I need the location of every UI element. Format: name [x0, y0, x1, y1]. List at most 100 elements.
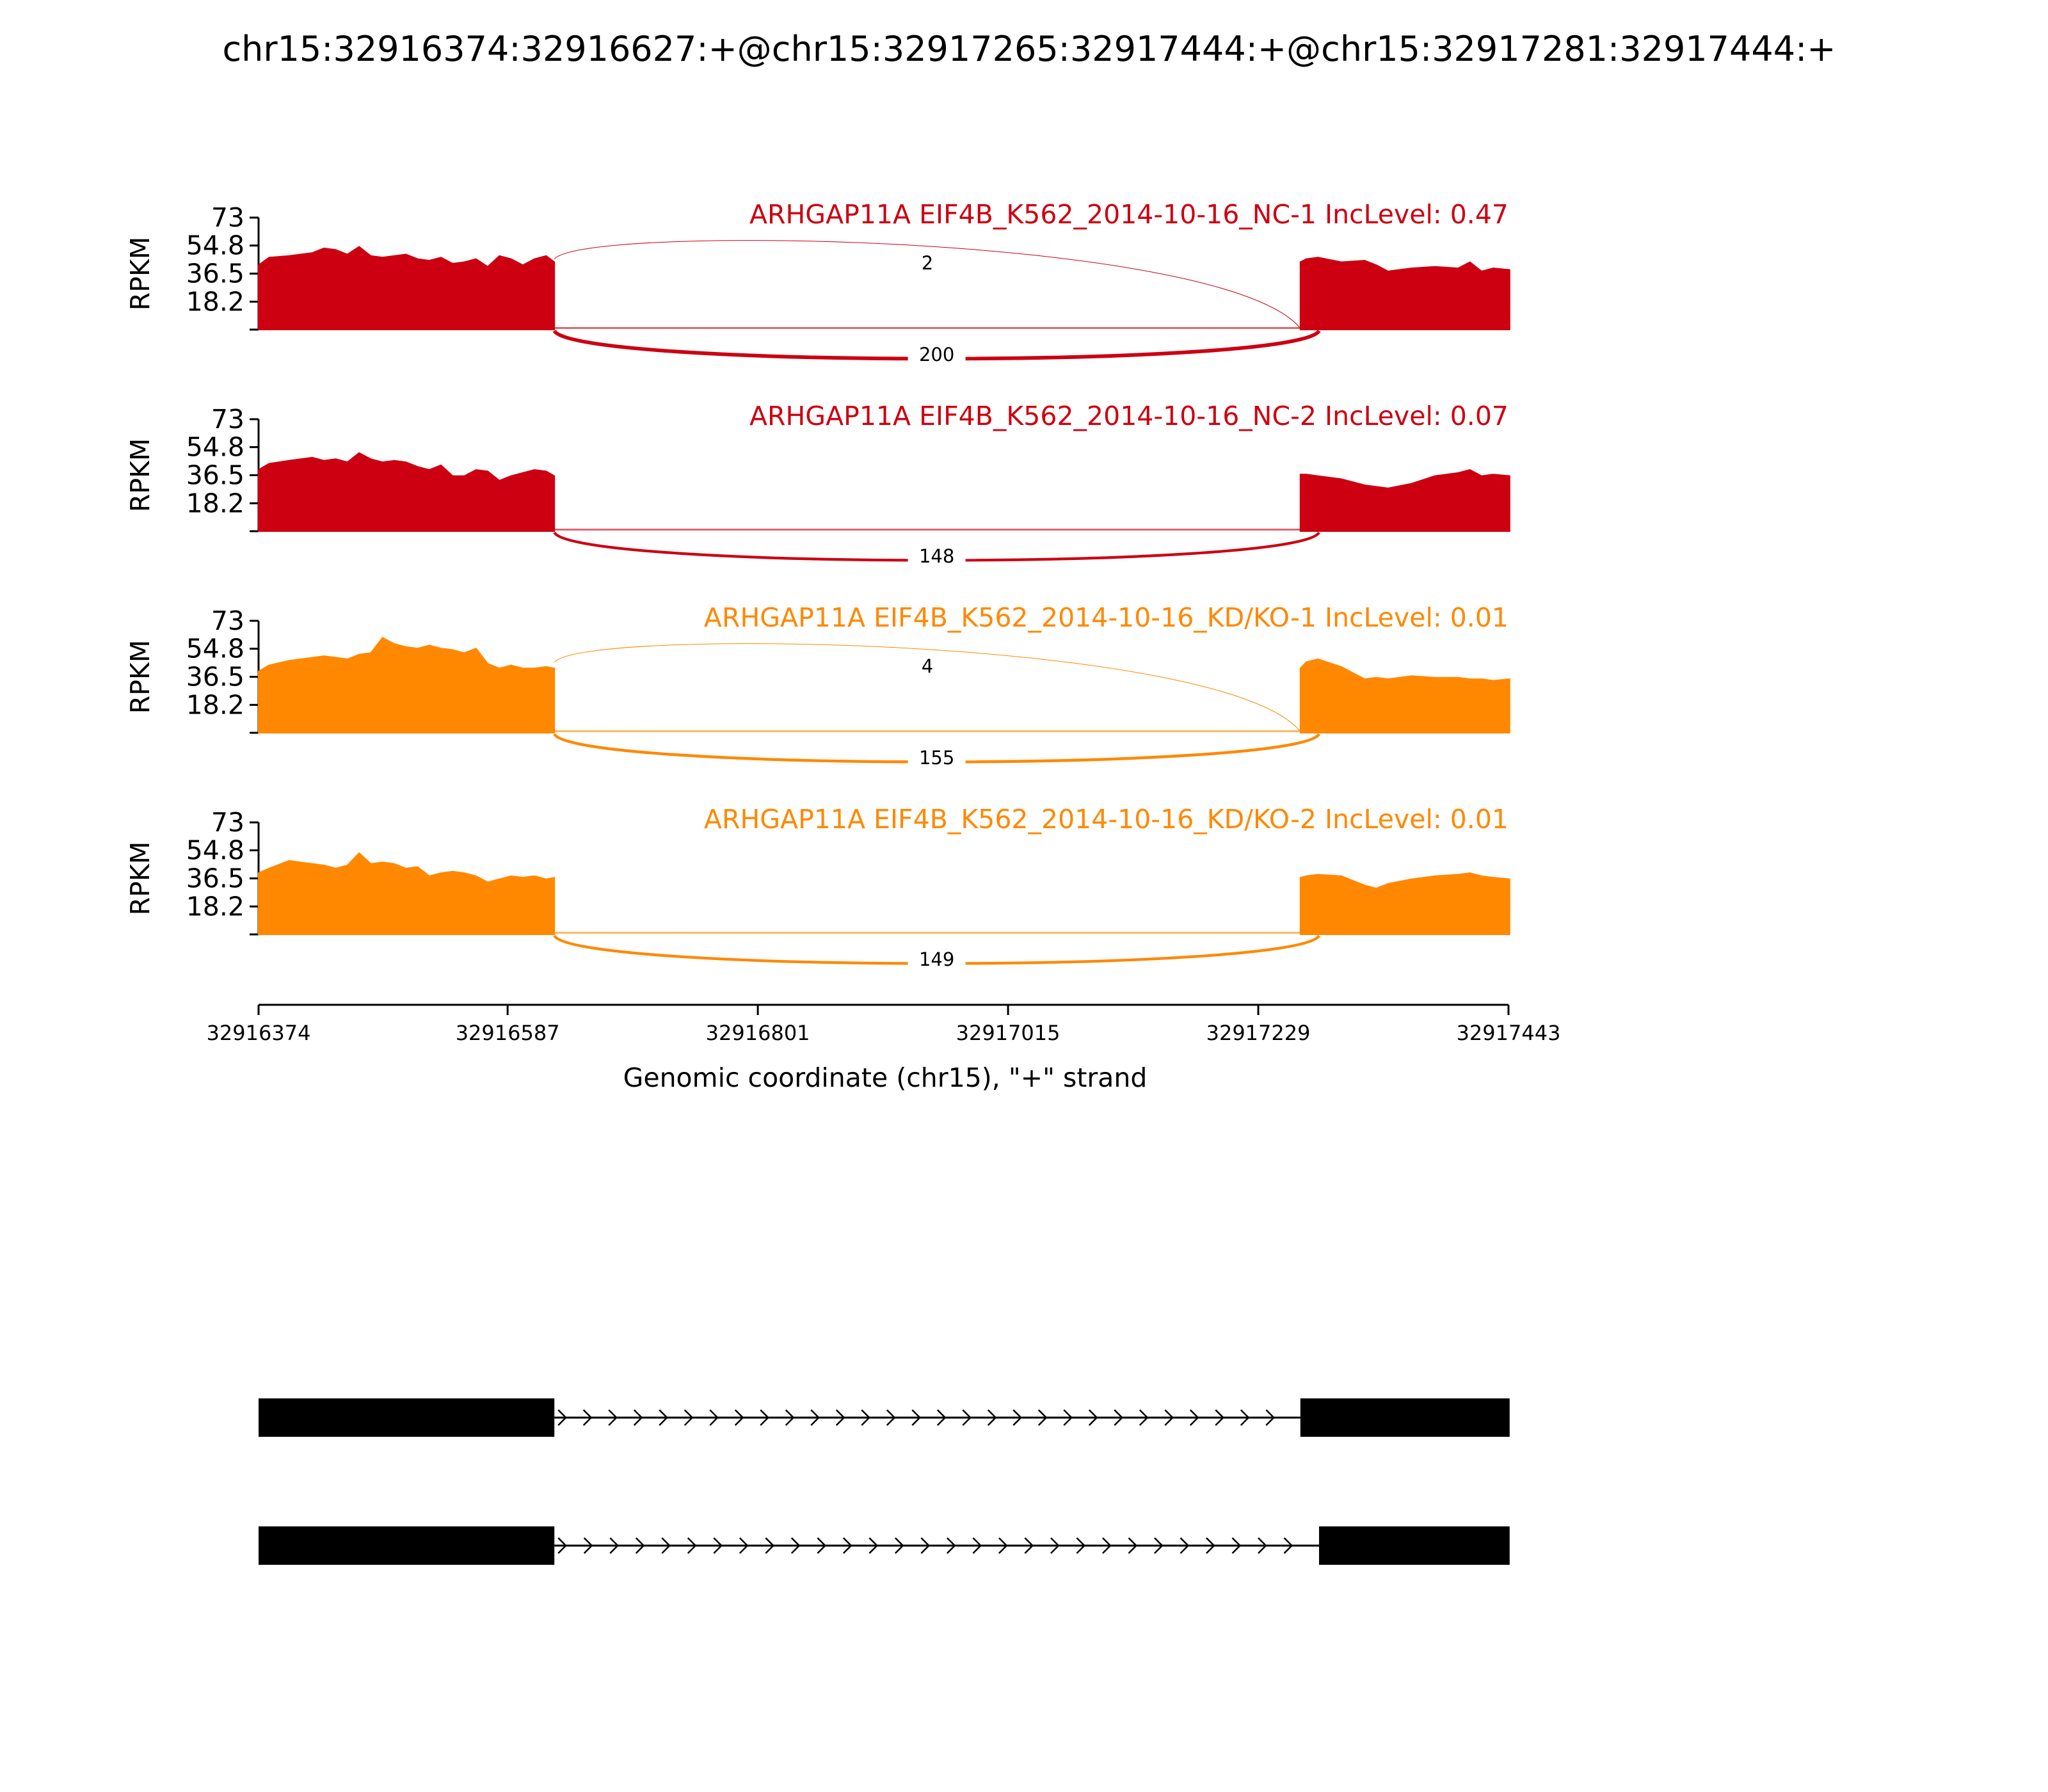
- coverage-area-exon-1: [258, 852, 556, 935]
- exon-block-1: [259, 1526, 555, 1565]
- strand-chevron: [582, 1409, 593, 1426]
- strand-chevron: [886, 1409, 896, 1426]
- x-tick-label: 32916587: [456, 1021, 560, 1045]
- strand-chevron: [1114, 1409, 1124, 1426]
- strand-chevron: [785, 1409, 795, 1426]
- track-title: ARHGAP11A EIF4B_K562_2014-10-16_NC-1 Inc…: [749, 199, 1508, 230]
- strand-chevron: [1231, 1537, 1242, 1554]
- strand-chevron: [1102, 1537, 1112, 1554]
- strand-chevron: [661, 1537, 671, 1554]
- y-tick-label: 18.2: [186, 891, 244, 922]
- junction-count: 155: [919, 747, 954, 769]
- junction-label-bg: [908, 344, 966, 365]
- junction-count: 149: [919, 948, 954, 970]
- strand-chevron: [920, 1537, 931, 1554]
- strand-chevron: [734, 1409, 744, 1426]
- strand-chevron: [911, 1409, 922, 1426]
- y-tick-label: 18.2: [186, 286, 244, 317]
- coverage-area-exon-2: [1299, 872, 1510, 935]
- y-tick-label: 73: [211, 807, 244, 838]
- track-title: ARHGAP11A EIF4B_K562_2014-10-16_KD/KO-1 …: [704, 602, 1508, 633]
- y-tick-label: 18.2: [186, 689, 244, 720]
- strand-chevron: [868, 1537, 879, 1554]
- figure-title: chr15:32916374:32916627:+@chr15:32917265…: [222, 29, 1836, 69]
- x-tick-label: 32917443: [1457, 1021, 1561, 1045]
- y-tick-label: 36.5: [186, 863, 244, 894]
- y-tick-label: 36.5: [186, 259, 244, 289]
- intron-coverage: [554, 730, 1300, 732]
- x-axis-label: Genomic coordinate (chr15), "+" strand: [623, 1062, 1148, 1093]
- coverage-area-exon-2: [1299, 658, 1510, 733]
- coverage-area-exon-1: [258, 246, 556, 330]
- coverage-area-exon-1: [258, 637, 556, 733]
- x-tick-label: 32917015: [956, 1021, 1060, 1045]
- y-tick-label: 36.5: [186, 662, 244, 692]
- strand-chevron: [1037, 1409, 1048, 1426]
- junction-label-bg: [899, 656, 957, 676]
- strand-chevron: [1206, 1537, 1215, 1554]
- strand-chevron: [1050, 1537, 1060, 1554]
- strand-chevron: [760, 1409, 770, 1426]
- track-title: ARHGAP11A EIF4B_K562_2014-10-16_NC-2 Inc…: [749, 401, 1508, 431]
- strand-chevron: [1180, 1537, 1190, 1554]
- strand-chevron: [1215, 1409, 1225, 1426]
- strand-chevron: [835, 1409, 845, 1426]
- isoform-2: [259, 1526, 1510, 1565]
- y-tick-label: 54.8: [186, 634, 244, 664]
- x-axis: 32916374 32916587 32916801 32917015 32917229…: [207, 1004, 1561, 1045]
- strand-chevron: [1258, 1537, 1267, 1554]
- y-axis-label: RPKM: [125, 640, 156, 714]
- y-axis-label: RPKM: [125, 438, 156, 512]
- strand-chevron: [1012, 1409, 1023, 1426]
- y-tick-label: 73: [211, 605, 244, 636]
- y-tick-label: 54.8: [186, 230, 244, 261]
- junction-count: 148: [919, 545, 954, 567]
- strand-chevron: [1063, 1409, 1073, 1426]
- junction-label-bg: [899, 253, 957, 273]
- coverage-area-exon-2: [1299, 257, 1510, 330]
- isoform-structures: [259, 1398, 1510, 1565]
- junction-label-bg: [908, 949, 966, 970]
- strand-chevron: [936, 1409, 947, 1426]
- strand-chevron: [659, 1409, 668, 1426]
- strand-chevron: [1283, 1537, 1293, 1554]
- strand-chevron: [1164, 1409, 1174, 1426]
- track-title: ARHGAP11A EIF4B_K562_2014-10-16_KD/KO-2 …: [704, 804, 1508, 835]
- y-axis-label: RPKM: [125, 237, 156, 310]
- junction-arc: [554, 643, 1301, 732]
- isoform-1: [259, 1398, 1510, 1437]
- x-tick-label: 32917229: [1206, 1021, 1311, 1045]
- x-tick-label: 32916374: [207, 1021, 311, 1045]
- strand-chevron: [1088, 1409, 1098, 1426]
- junction-count: 4: [922, 655, 933, 677]
- strand-chevron: [687, 1537, 697, 1554]
- strand-chevron: [1139, 1409, 1149, 1426]
- junction-arc: [554, 240, 1301, 329]
- strand-chevron: [583, 1537, 593, 1554]
- intron-coverage: [554, 529, 1300, 531]
- coverage-area-exon-2: [1299, 469, 1510, 532]
- y-tick-label: 73: [211, 202, 244, 233]
- coverage-area-exon-1: [258, 452, 556, 532]
- strand-chevron: [861, 1409, 871, 1426]
- strand-chevron: [709, 1409, 719, 1426]
- junction-label-bg: [908, 748, 966, 768]
- strand-chevron: [987, 1409, 997, 1426]
- y-tick-label: 36.5: [186, 460, 244, 491]
- strand-chevron: [998, 1537, 1008, 1554]
- strand-chevron: [1076, 1537, 1086, 1554]
- junction-label-bg: [908, 546, 966, 566]
- strand-chevron: [765, 1537, 775, 1554]
- strand-chevron: [633, 1409, 643, 1426]
- strand-chevron: [946, 1537, 956, 1554]
- strand-chevron: [609, 1537, 620, 1554]
- strand-chevron: [810, 1409, 820, 1426]
- strand-chevron: [713, 1537, 723, 1554]
- y-tick-label: 54.8: [186, 432, 244, 463]
- strand-chevron: [1240, 1409, 1250, 1426]
- y-tick-label: 54.8: [186, 835, 244, 866]
